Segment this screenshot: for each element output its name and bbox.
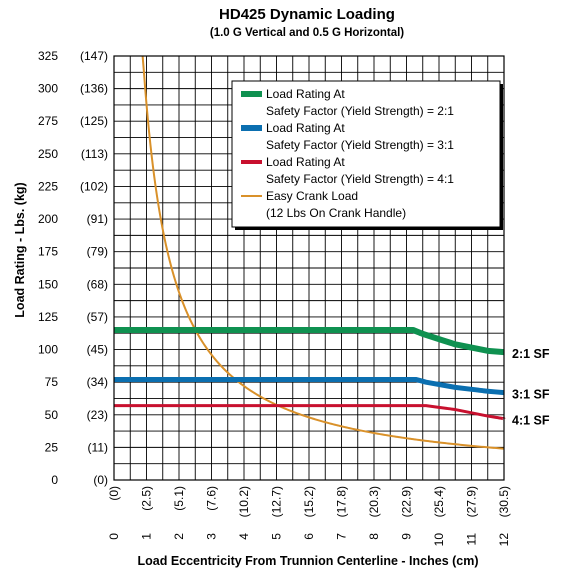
series-end-label: 4:1 SF [512, 414, 550, 428]
series-line-2 [114, 404, 505, 421]
y-tick-label: 225 [38, 179, 58, 193]
y-tick-label-kg: (23) [87, 408, 108, 422]
x-tick-label-cm: (0) [107, 486, 121, 501]
y-tick-label-kg: (57) [87, 310, 108, 324]
chart-title: HD425 Dynamic Loading [219, 6, 395, 23]
legend-line1: Load Rating At [266, 121, 345, 135]
legend-box [231, 80, 501, 228]
y-tick-label: 275 [38, 114, 58, 128]
series-end-label: 3:1 SF [512, 388, 550, 402]
y-tick-label: 250 [38, 147, 58, 161]
x-tick-label-cm: (22.9) [400, 486, 414, 517]
legend-line1: Load Rating At [266, 155, 345, 169]
y-tick-label-kg: (0) [93, 473, 108, 487]
legend-line2: (12 Lbs On Crank Handle) [266, 206, 406, 220]
x-tick-label-cm: (30.5) [497, 486, 511, 517]
y-tick-label-kg: (11) [88, 440, 108, 454]
y-axis-label: Load Rating - Lbs. (kg) [13, 182, 27, 317]
x-tick-label: 0 [107, 533, 121, 540]
x-tick-label-cm: (25.4) [432, 486, 446, 517]
x-tick-label: 11 [465, 533, 479, 546]
legend: Load Rating At Safety Factor (Yield Stren… [231, 80, 503, 230]
y-tick-label-kg: (34) [87, 375, 108, 389]
y-tick-label: 125 [38, 310, 58, 324]
x-tick-label: 3 [205, 533, 219, 540]
series-line-0 [114, 326, 505, 356]
y-tick-label: 0 [51, 473, 58, 487]
x-tick-label: 1 [140, 533, 154, 540]
y-tick-label: 150 [38, 277, 58, 291]
y-tick-label-kg: (45) [87, 343, 108, 357]
x-tick-label-cm: (7.6) [205, 486, 219, 511]
x-tick-label-cm: (2.5) [140, 486, 154, 511]
x-tick-label: 4 [237, 533, 251, 540]
x-tick-label-cm: (12.7) [270, 486, 284, 517]
chart-subtitle: (1.0 G Vertical and 0.5 G Horizontal) [210, 27, 404, 39]
y-tick-label: 50 [45, 408, 59, 422]
y-tick-label: 25 [45, 440, 59, 454]
y-tick-label-kg: (102) [80, 179, 108, 193]
plot-frame [113, 55, 505, 481]
x-tick-label-cm: (27.9) [465, 486, 479, 517]
y-tick-label: 200 [38, 212, 58, 226]
legend-line1: Easy Crank Load [266, 189, 358, 203]
legend-line1: Load Rating At [266, 87, 345, 101]
series-end-labels: 2:1 SF 3:1 SF 4:1 SF [512, 347, 550, 428]
y-tick-label-kg: (125) [80, 114, 108, 128]
x-tick-label-cm: (5.1) [172, 486, 186, 511]
series-line-1 [114, 377, 505, 396]
x-tick-label: 10 [432, 533, 446, 547]
y-tick-label: 75 [45, 375, 59, 389]
legend-line2: Safety Factor (Yield Strength) = 2:1 [266, 104, 454, 118]
x-axis-label: Load Eccentricity From Trunnion Centerli… [137, 554, 478, 568]
y-tick-label-kg: (136) [80, 82, 108, 96]
series-end-label: 2:1 SF [512, 347, 550, 361]
x-tick-label-cm: (10.2) [237, 486, 251, 517]
x-tick-label: 9 [400, 533, 414, 540]
x-tick-label-cm: (15.2) [302, 486, 316, 517]
x-tick-label: 5 [270, 533, 284, 540]
y-tick-label: 100 [38, 343, 58, 357]
y-tick-label-kg: (68) [87, 277, 108, 291]
y-tick-label-kg: (113) [81, 147, 108, 161]
series-line-3 [141, 55, 505, 450]
x-tick-label: 12 [497, 533, 511, 547]
series-group [114, 55, 505, 450]
y-tick-labels: 0 (0) 25 (11) 50 (23) 75 (34) 100 (45) 125 (57) 150 (… [38, 49, 108, 487]
y-tick-label: 300 [38, 82, 58, 96]
y-tick-label-kg: (91) [87, 212, 108, 226]
legend-line2: Safety Factor (Yield Strength) = 3:1 [266, 138, 454, 152]
x-tick-label: 7 [335, 533, 349, 540]
x-tick-labels: (0) 0 (2.5) 1 (5.1) 2 (7.6) 3 (10.2) 4 (12.7) 5 (15.… [107, 486, 511, 546]
x-tick-label: 6 [302, 533, 316, 540]
y-tick-label-kg: (147) [80, 49, 108, 63]
x-tick-label: 2 [172, 533, 186, 540]
x-tick-label: 8 [367, 533, 381, 540]
x-tick-label-cm: (20.3) [367, 486, 381, 517]
y-tick-label: 325 [38, 49, 58, 63]
y-tick-label: 175 [38, 245, 58, 259]
y-tick-label-kg: (79) [87, 245, 108, 259]
legend-line2: Safety Factor (Yield Strength) = 4:1 [266, 172, 454, 186]
x-tick-label-cm: (17.8) [335, 486, 349, 517]
